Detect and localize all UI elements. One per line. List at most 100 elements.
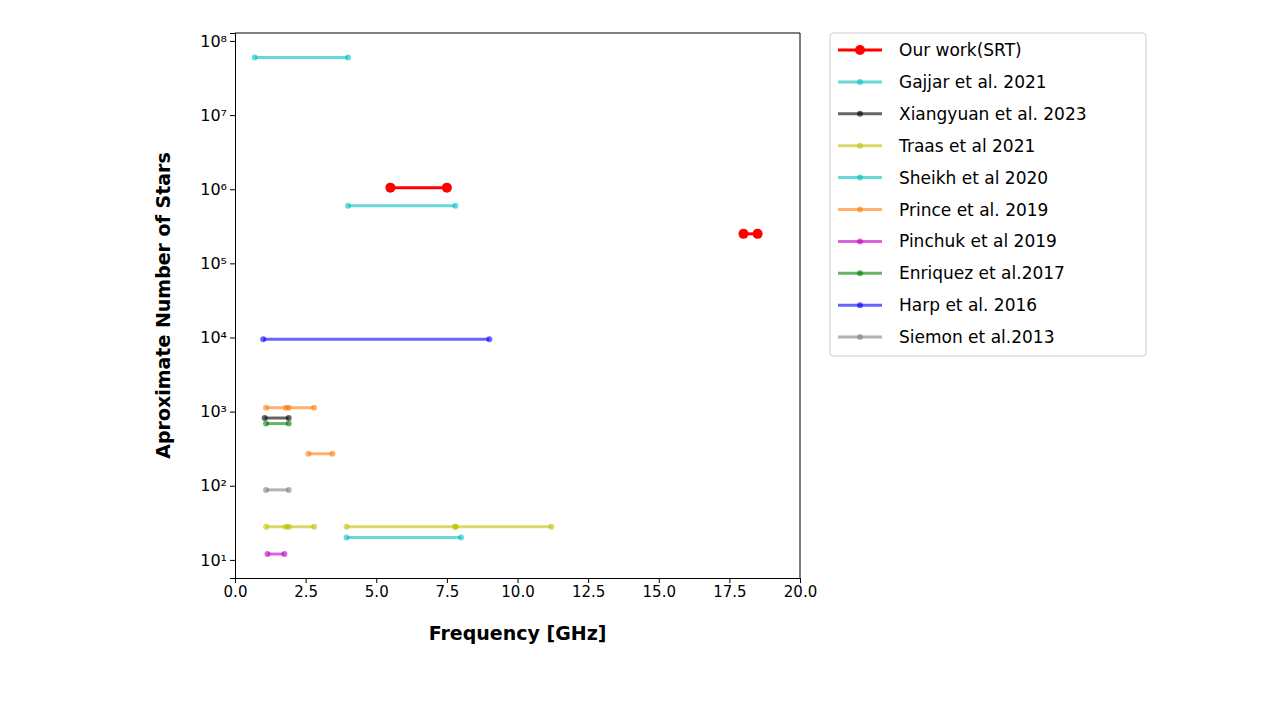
range-segment: [308, 452, 332, 455]
y-tick-label: 10⁸: [200, 32, 227, 51]
range-endpoint: [262, 415, 268, 421]
y-tick: 10⁶: [200, 180, 235, 199]
legend-box: [830, 33, 1146, 356]
legend-label: Enriquez et al.2017: [899, 263, 1065, 283]
chart: 0.0 2.5 5.0 7.5 10.0 12.5 15.0 17.5 20.0 10¹ 10² 10…: [0, 0, 1279, 719]
range-endpoint: [305, 451, 311, 457]
y-tick: 10⁴: [200, 328, 235, 347]
y-tick: 10²: [200, 476, 235, 495]
x-axis: 0.0 2.5 5.0 7.5 10.0 12.5 15.0 17.5 20.0: [224, 578, 818, 601]
range-segment: [266, 488, 289, 491]
x-tick: 0.0: [224, 578, 248, 601]
range-endpoint: [263, 421, 269, 427]
legend-label: Traas et al 2021: [898, 136, 1035, 156]
range-segment: [286, 525, 314, 528]
legend-marker: [857, 334, 863, 340]
legend-marker: [857, 175, 863, 181]
legend-label: Pinchuk et al 2019: [899, 231, 1057, 251]
y-tick: 10³: [200, 402, 235, 421]
x-tick: 15.0: [643, 578, 676, 601]
y-tick-mark: [230, 115, 235, 116]
y-tick-mark: [230, 412, 235, 413]
x-tick: 5.0: [365, 578, 389, 601]
frame-top: [235, 33, 800, 34]
range-segment: [455, 525, 551, 528]
range-endpoint: [548, 524, 554, 530]
range-segment: [266, 422, 289, 425]
x-axis-title: Frequency [GHz]: [429, 622, 607, 644]
range-endpoint: [452, 524, 458, 530]
range-endpoint: [344, 524, 350, 530]
series: [263, 487, 292, 493]
y-tick-label: 10⁶: [200, 180, 227, 199]
range-endpoint: [345, 203, 351, 209]
range-segment: [347, 536, 461, 539]
range-endpoint: [286, 421, 292, 427]
x-tick: 20.0: [784, 578, 817, 601]
x-tick-label: 0.0: [224, 583, 248, 601]
series: [252, 54, 459, 208]
y-tick-mark: [230, 263, 235, 264]
legend-label: Prince et al. 2019: [899, 200, 1048, 220]
frame-right: [800, 33, 801, 578]
range-endpoint: [452, 203, 458, 209]
legend-marker: [857, 143, 863, 149]
range-endpoint: [263, 524, 269, 530]
range-endpoint: [739, 229, 749, 239]
y-tick-mark: [230, 41, 235, 42]
x-tick-label: 7.5: [435, 583, 459, 601]
y-tick: 10⁸: [200, 32, 235, 51]
legend-marker: [857, 111, 863, 117]
range-endpoint: [283, 524, 289, 530]
legend-marker: [857, 238, 863, 244]
series: [264, 551, 287, 557]
legend: Our work(SRT)Gajjar et al. 2021Xiangyuan…: [830, 33, 1146, 356]
legend-label: Our work(SRT): [899, 40, 1022, 60]
range-endpoint: [311, 524, 317, 530]
range-endpoint: [329, 451, 335, 457]
range-endpoint: [753, 229, 763, 239]
range-endpoint: [311, 405, 317, 411]
range-endpoint: [345, 54, 351, 60]
range-segment: [390, 186, 447, 189]
legend-label: Sheikh et al 2020: [899, 168, 1048, 188]
x-tick-label: 5.0: [365, 583, 389, 601]
range-endpoint: [385, 183, 395, 193]
legend-marker: [857, 207, 863, 213]
range-endpoint: [486, 336, 492, 342]
y-tick: 10⁵: [200, 254, 235, 273]
x-tick-label: 10.0: [501, 583, 534, 601]
series: [263, 524, 554, 530]
range-endpoint: [286, 487, 292, 493]
x-tick-label: 2.5: [294, 583, 318, 601]
range-endpoint: [452, 524, 458, 530]
x-tick-label: 20.0: [784, 583, 817, 601]
range-endpoint: [252, 54, 258, 60]
legend-marker: [857, 79, 863, 85]
range-segment: [348, 204, 455, 207]
y-tick-mark: [230, 486, 235, 487]
legend-label: Gajjar et al. 2021: [899, 72, 1047, 92]
x-tick-label: 12.5: [572, 583, 605, 601]
x-tick-label: 17.5: [713, 583, 746, 601]
y-tick-label: 10⁵: [200, 254, 227, 273]
y-tick-mark: [230, 560, 235, 561]
range-endpoint: [260, 336, 266, 342]
range-segment: [255, 56, 348, 59]
range-endpoint: [458, 535, 464, 541]
range-endpoint: [264, 551, 270, 557]
legend-label: Harp et al. 2016: [899, 295, 1037, 315]
y-tick-label: 10³: [200, 402, 227, 421]
range-endpoint: [283, 405, 289, 411]
y-tick-label: 10⁷: [200, 106, 227, 125]
legend-marker: [857, 302, 863, 308]
plot-marks: [252, 54, 763, 557]
y-tick-mark: [230, 337, 235, 338]
range-segment: [286, 406, 314, 409]
range-endpoint: [263, 405, 269, 411]
y-tick: 10¹: [200, 551, 235, 570]
x-tick: 17.5: [713, 578, 746, 601]
range-segment: [263, 338, 489, 341]
legend-label: Siemon et al.2013: [899, 327, 1054, 347]
y-tick-label: 10⁴: [200, 328, 227, 347]
